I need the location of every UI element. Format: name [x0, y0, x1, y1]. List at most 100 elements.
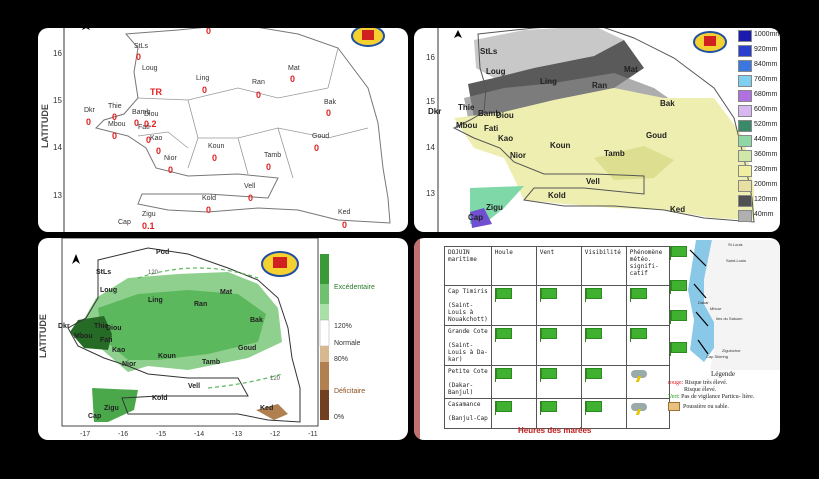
station-value: 0: [256, 90, 261, 100]
station-name: Dkr: [84, 107, 96, 114]
anomaly-fill-ked: [256, 404, 288, 420]
station-name: Kold: [548, 191, 566, 200]
station-name: Loug: [100, 287, 117, 294]
storm-cloud-icon: [630, 368, 648, 382]
station-name: Mat: [288, 65, 300, 72]
zone-40mm: [474, 28, 624, 78]
station-name: Ling: [196, 75, 209, 82]
station-value: 0: [168, 165, 173, 175]
north-arrow-icon: [82, 28, 90, 30]
table-row: Casamance (Banjul-Cap: [444, 398, 670, 429]
legend-text: Risque élevé.: [684, 387, 717, 393]
legend-swatch: [738, 60, 752, 72]
arrow-icon: [693, 283, 707, 299]
x-axis-ticks: -17 -16 -15 -14 -13 -12 -11: [80, 431, 318, 438]
storm-cloud-icon: [630, 401, 648, 415]
legend-swatch: [738, 105, 752, 117]
legend-label: 440mm: [754, 136, 778, 143]
place-label: Saint-Louis: [726, 258, 746, 263]
station-value: 0: [86, 117, 91, 127]
houle-cell: [490, 398, 537, 429]
legend-swatch: [738, 90, 752, 102]
station-value: 0: [112, 112, 117, 122]
phenomene-cell: [625, 285, 670, 326]
anomaly-fill-core: [70, 316, 112, 350]
station-value: 0: [206, 28, 211, 36]
y-axis-label: LATITUDE: [40, 104, 50, 148]
anomaly-colorbar: [319, 254, 330, 420]
vent-cell: [535, 325, 582, 366]
maritime-table: DOJUIN maritime Houle Vent Visibilité Ph…: [444, 246, 670, 429]
station-name: Mbou: [74, 333, 93, 340]
station-name: Cap: [468, 213, 483, 222]
station-name: Mat: [220, 289, 233, 296]
station-name: Ran: [592, 81, 607, 90]
north-arrow-icon: [454, 30, 462, 38]
rainfall-station-map-panel: 16 15 14 13 LATITUDE StLs Loug Ling Ran …: [38, 28, 408, 232]
senegal-outline: [452, 28, 755, 223]
station-value: 0: [202, 85, 207, 95]
y-tick: 14: [53, 143, 62, 152]
station-name: Ked: [260, 405, 273, 412]
green-flag-icon: [670, 280, 687, 294]
station-name: Ked: [338, 209, 351, 216]
region-boundaries: [137, 47, 369, 179]
legend-label: 40mm: [754, 211, 774, 218]
station-value: 0: [314, 143, 319, 153]
y-axis-ticks: 16 15 14 13: [53, 49, 62, 200]
arrow-icon: [697, 339, 709, 355]
legend-label: 760mm: [754, 76, 778, 83]
zone-280mm: [454, 88, 754, 220]
y-tick: 13: [426, 189, 435, 198]
legend-text: : Pas de vigilance Particu- lière.: [678, 394, 755, 400]
legend-normale: Normale: [334, 340, 361, 347]
place-label: St Louis: [728, 242, 742, 247]
station-name: Fati: [100, 337, 113, 344]
green-flag-icon: [494, 328, 512, 342]
station-value: 0: [342, 220, 347, 230]
x-tick: -16: [118, 431, 128, 438]
legend-label: 840mm: [754, 61, 778, 68]
station-labels: StLs Loug Ling Ran Mat Bak Dkr Thie Mbou…: [84, 43, 351, 226]
station-name: Thie: [458, 103, 475, 112]
houle-cell: [490, 325, 537, 366]
legend-item: Vert: Pas de vigilance Particu- lière.: [668, 394, 778, 400]
zone-360mm: [594, 146, 674, 180]
legend-label: 520mm: [754, 121, 778, 128]
legend-item: Risque élevé.: [684, 387, 778, 393]
anomaly-fill-mid: [98, 290, 266, 360]
vent-cell: [535, 398, 582, 429]
station-name: Ked: [670, 205, 685, 214]
station-name: Diou: [144, 111, 159, 118]
y-axis-ticks: 16 15 14 13: [426, 53, 435, 198]
table-header-row: DOJUIN maritime Houle Vent Visibilité Ph…: [444, 246, 670, 286]
isoline-label: 120: [270, 376, 281, 382]
station-name: Kold: [152, 395, 168, 402]
phenomene-cell: [625, 398, 670, 429]
legend-label: 360mm: [754, 151, 778, 158]
station-name: Mbou: [456, 121, 477, 130]
senegal-outline: [95, 28, 391, 224]
station-name: Koun: [208, 143, 224, 150]
y-axis-label: LATITUDE: [38, 314, 48, 358]
y-tick: 15: [53, 96, 62, 105]
station-value: 0: [290, 74, 295, 84]
station-name: Ran: [252, 79, 265, 86]
station-name: Kao: [150, 135, 163, 142]
station-name: Koun: [550, 141, 571, 150]
legend-item: Poussière ou sable.: [668, 402, 778, 411]
legend-zero: 0%: [334, 414, 345, 421]
legend-label: 600mm: [754, 106, 778, 113]
station-name: Ling: [540, 77, 557, 86]
legend-swatch: [738, 180, 752, 192]
column-header: Phénomène météo. signifi- catif: [625, 246, 670, 286]
station-name: StLs: [480, 47, 498, 56]
green-flag-icon: [584, 401, 602, 415]
panel-border-left: [414, 238, 420, 440]
green-flag-icon: [670, 310, 687, 324]
column-header: Houle: [490, 246, 537, 286]
green-flag-icon: [494, 288, 512, 302]
place-label: Cap Skirring: [706, 354, 728, 359]
station-value: 0.2: [144, 119, 157, 129]
legend-label: 280mm: [754, 166, 778, 173]
